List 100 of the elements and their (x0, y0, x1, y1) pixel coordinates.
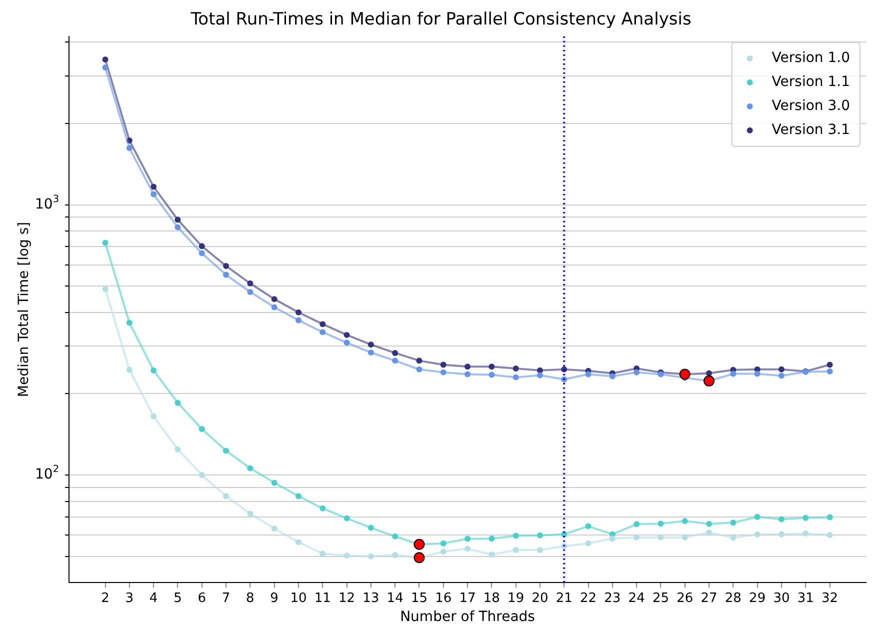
x-axis-title: Number of Threads (400, 609, 535, 626)
point (368, 553, 374, 560)
point (609, 373, 616, 380)
x-tick-label: 8 (246, 590, 254, 606)
legend-label: Version 3.0 (772, 98, 850, 114)
point (488, 552, 495, 558)
point (392, 533, 398, 540)
point (536, 547, 543, 554)
x-tick-label: 14 (386, 590, 404, 606)
point (778, 531, 784, 538)
point (778, 366, 784, 372)
point (344, 515, 350, 522)
point (198, 426, 205, 432)
point (271, 296, 278, 302)
point (585, 371, 592, 378)
legend-label: Version 3.1 (772, 122, 850, 138)
point (320, 505, 326, 512)
point (223, 262, 230, 269)
point (609, 536, 616, 542)
point (464, 371, 471, 378)
point (392, 358, 398, 364)
point (679, 368, 690, 380)
point (102, 64, 108, 71)
point (488, 372, 495, 378)
point (223, 493, 230, 500)
x-tick-label: 11 (314, 590, 331, 606)
point (198, 250, 205, 256)
point (392, 552, 398, 558)
chart-title: Total Run-Times in Median for Parallel Consistency Analysis (190, 10, 692, 30)
x-tick-label: 5 (174, 590, 182, 606)
point (247, 465, 254, 472)
point (585, 540, 592, 546)
x-tick-label: 2 (101, 590, 110, 606)
point (295, 539, 302, 546)
point (198, 243, 205, 250)
point (126, 137, 132, 144)
x-tick-label: 19 (508, 590, 524, 606)
point (440, 540, 446, 546)
point (223, 448, 230, 454)
x-tick-label: 21 (556, 590, 572, 606)
point (682, 534, 688, 540)
point (126, 145, 132, 152)
point (706, 520, 712, 527)
point (247, 280, 254, 286)
x-tick-label: 28 (724, 590, 742, 606)
point (174, 400, 181, 406)
point (658, 534, 664, 540)
x-tick-label: 31 (797, 590, 814, 606)
point (150, 191, 157, 198)
point (368, 524, 374, 531)
point (512, 532, 519, 539)
x-tick-label: 16 (435, 590, 452, 606)
point (704, 375, 715, 386)
point (174, 216, 181, 223)
point (730, 370, 736, 377)
point (634, 521, 640, 528)
x-tick-label: 23 (604, 590, 621, 606)
point (344, 552, 350, 558)
point (295, 493, 302, 500)
point (320, 329, 326, 336)
point (778, 372, 784, 379)
point (778, 516, 784, 522)
point (730, 520, 736, 526)
point (440, 369, 446, 376)
x-tick-label: 20 (532, 590, 548, 606)
point (174, 224, 181, 230)
point (344, 340, 350, 346)
x-tick-label: 22 (580, 590, 597, 606)
point (826, 368, 833, 374)
point (634, 369, 640, 376)
x-tick-label: 30 (773, 590, 790, 606)
legend-label: Version 1.1 (772, 74, 850, 90)
x-tick-label: 15 (410, 590, 428, 606)
point (414, 552, 425, 564)
point (102, 56, 108, 62)
point (271, 480, 278, 486)
point (754, 514, 760, 520)
point (440, 548, 446, 555)
point (802, 530, 809, 536)
point (536, 367, 543, 374)
point (392, 350, 398, 356)
point (271, 304, 278, 310)
point (826, 532, 833, 538)
point (247, 288, 254, 295)
point (368, 342, 374, 348)
point (416, 358, 422, 364)
x-tick-label: 25 (652, 590, 669, 606)
x-tick-label: 27 (700, 590, 718, 606)
y-axis-title: Median Total Time [log s] (16, 222, 32, 398)
point (223, 272, 230, 278)
point (150, 413, 157, 420)
point (488, 536, 495, 542)
point (150, 184, 157, 190)
point (512, 547, 519, 554)
point (536, 532, 543, 538)
point (414, 538, 425, 550)
point (512, 365, 519, 372)
point (706, 370, 712, 376)
x-tick-label: 24 (628, 590, 645, 606)
point (754, 370, 760, 377)
